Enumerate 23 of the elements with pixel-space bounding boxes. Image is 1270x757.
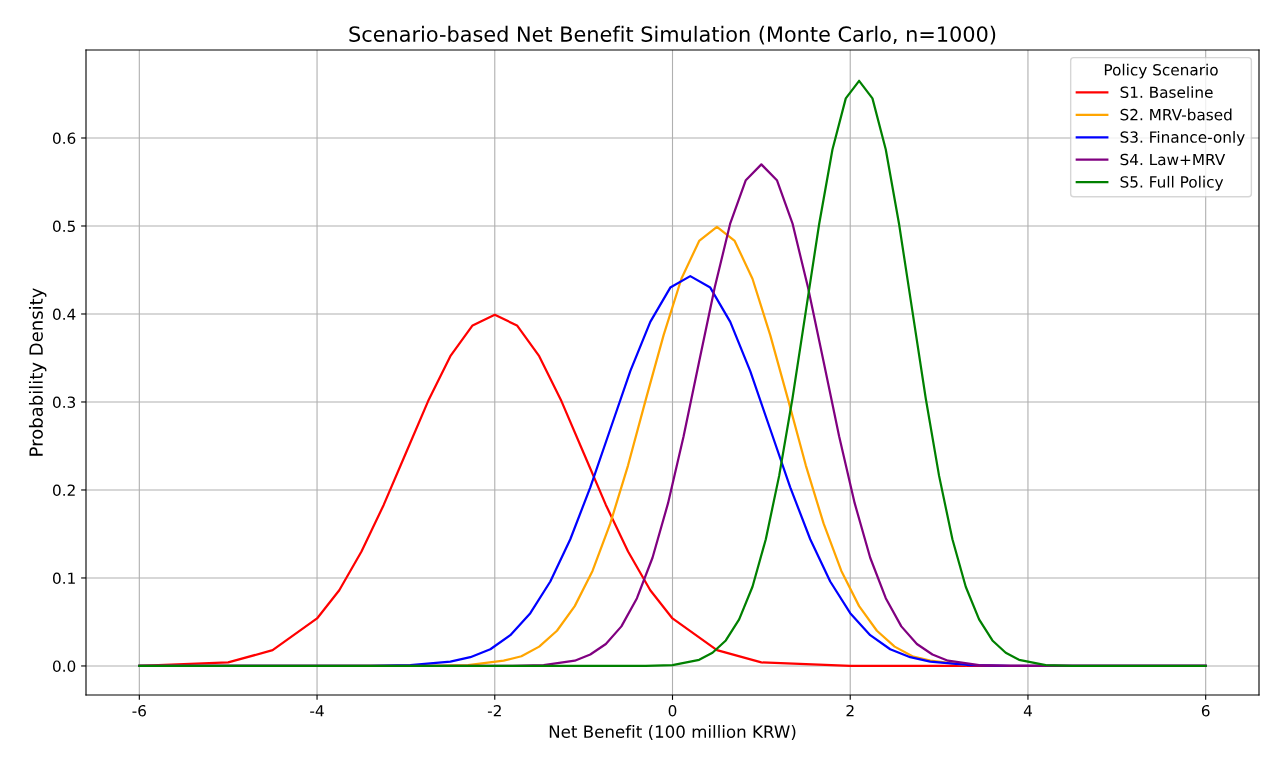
legend-label: S3. Finance-only xyxy=(1120,131,1245,146)
x-tick-label: -2 xyxy=(487,704,501,717)
legend-label: S5. Full Policy xyxy=(1120,175,1224,191)
x-axis-title: Net Benefit (100 million KRW) xyxy=(549,725,796,740)
legend-label: S4. Law+MRV xyxy=(1120,153,1226,166)
x-tick-label: 4 xyxy=(1023,705,1032,717)
y-tick-label: 0.0 xyxy=(52,660,76,672)
x-tick-label: -6 xyxy=(132,704,146,717)
y-tick-label: 0.6 xyxy=(52,132,76,145)
y-tick-label: 0.2 xyxy=(52,484,75,496)
chart-title: Scenario-based Net Benefit Simulation (Monte Carlo, n=1000) xyxy=(349,25,996,45)
y-tick-label: 0.3 xyxy=(52,396,76,408)
legend-title: Policy Scenario xyxy=(1104,63,1218,79)
x-tick-label: 0 xyxy=(668,704,677,717)
y-axis-title: Probability Density xyxy=(28,288,47,456)
x-tick-label: 2 xyxy=(846,704,854,717)
x-tick-label: -4 xyxy=(310,705,324,717)
legend-label: S1. Baseline xyxy=(1120,86,1213,98)
y-tick-label: 0.1 xyxy=(52,572,75,584)
x-tick-label: 6 xyxy=(1201,704,1210,717)
legend-label: S2. MRV-based xyxy=(1120,108,1232,121)
y-tick-label: 0.5 xyxy=(52,220,75,233)
y-tick-label: 0.4 xyxy=(52,308,76,321)
